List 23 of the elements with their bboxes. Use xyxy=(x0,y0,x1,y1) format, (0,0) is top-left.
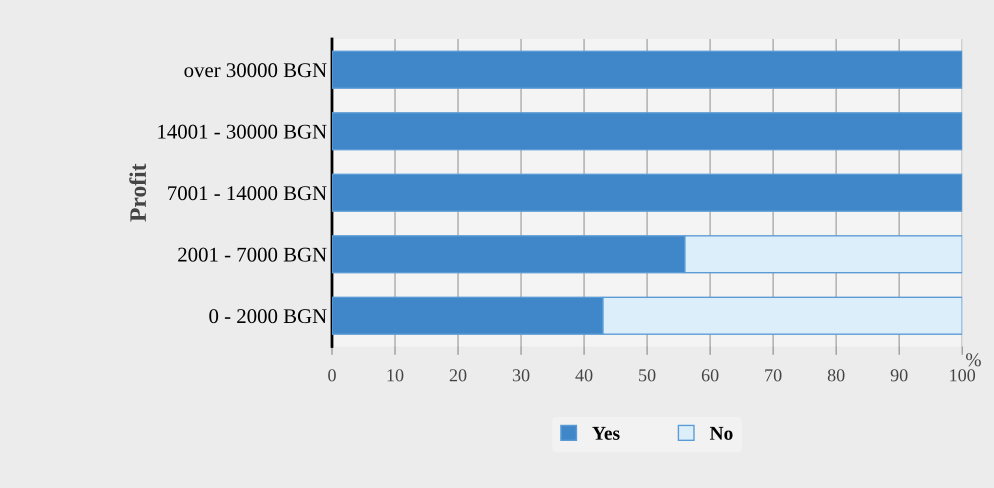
x-tick-label: 60 xyxy=(702,369,718,382)
x-tick-label: 100 xyxy=(950,369,976,382)
x-tick-label: 10 xyxy=(388,369,404,382)
x-tick-label: 50 xyxy=(639,369,656,382)
legend-label: Yes xyxy=(592,426,620,440)
y-tick-label: over 30000 BGN xyxy=(184,63,327,78)
y-tick-label: 0 - 2000 BGN xyxy=(209,309,327,324)
x-tick-label: 90 xyxy=(890,369,908,382)
y-tick-label: 7001 - 14000 BGN xyxy=(168,186,327,200)
legend-label: No xyxy=(710,426,733,440)
bar xyxy=(332,112,962,150)
y-tick-label: 2001 - 7000 BGN xyxy=(178,248,327,262)
x-axis-title: % xyxy=(966,353,981,366)
x-tick-label: 80 xyxy=(828,369,844,382)
x-tick-label: 30 xyxy=(512,369,530,382)
y-tick-label: 14001 - 30000 BGN xyxy=(158,124,327,139)
x-tick-label: 40 xyxy=(575,369,592,382)
y-axis-title: Profit xyxy=(129,164,146,222)
x-tick-label: 70 xyxy=(765,369,782,382)
bar xyxy=(332,174,962,212)
x-tick-label: 20 xyxy=(450,369,466,382)
bar xyxy=(332,50,962,89)
x-tick-label: 0 xyxy=(328,369,336,382)
